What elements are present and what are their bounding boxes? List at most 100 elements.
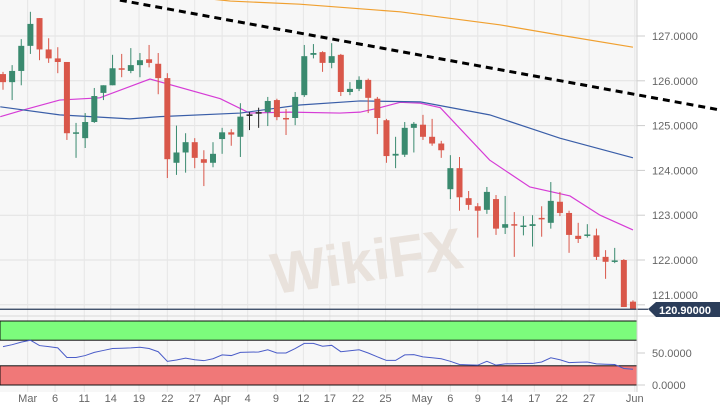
candle-body (246, 114, 253, 116)
candle (356, 76, 363, 92)
candle (91, 87, 98, 123)
last-price-label: 120.90000 (659, 305, 711, 317)
oversold-band (0, 365, 638, 386)
candle (483, 186, 490, 214)
candle-body (0, 74, 6, 83)
candle (118, 53, 125, 78)
time-tick-label: 19 (133, 393, 145, 405)
candle-body (155, 63, 162, 79)
time-tick-label: 6 (52, 393, 58, 405)
oscillator-panel (0, 315, 720, 386)
candle (283, 109, 290, 136)
candle (200, 150, 207, 187)
candle (73, 122, 80, 158)
candle (584, 224, 591, 238)
time-tick-label: 17 (324, 393, 336, 405)
candle (18, 39, 25, 86)
candle (228, 129, 235, 146)
candle (63, 61, 70, 140)
candle (45, 38, 52, 63)
time-tick-label: 9 (475, 393, 481, 405)
candle-body (9, 70, 16, 83)
candle (365, 78, 372, 114)
candles (0, 11, 636, 310)
time-tick-label: 14 (501, 393, 513, 405)
candle-body (337, 54, 344, 92)
time-tick-label: 27 (189, 393, 201, 405)
candle (337, 53, 344, 97)
candle-body (27, 23, 34, 46)
candle-body (292, 96, 299, 118)
candle (36, 18, 43, 61)
candle (566, 210, 573, 253)
time-tick-label: 25 (379, 393, 391, 405)
candle-body (146, 59, 153, 63)
overbought-band (0, 320, 638, 341)
candle-body (283, 117, 290, 120)
candle (9, 65, 16, 101)
moving-average-line (214, 0, 634, 48)
candle (146, 44, 153, 68)
candle (611, 247, 618, 264)
candle (346, 82, 353, 96)
time-tick-label: 9 (273, 393, 279, 405)
candle-body (36, 18, 43, 50)
candle-body (538, 217, 545, 220)
candle-body (182, 142, 189, 153)
candle-body (365, 79, 372, 98)
candle-body (301, 56, 308, 96)
candle (383, 118, 390, 163)
candle (182, 133, 189, 173)
price-tick-label: 123.0000 (652, 210, 698, 222)
candle (410, 122, 417, 153)
time-tick-label: 4 (245, 393, 251, 405)
candle (474, 203, 481, 238)
candle (602, 250, 609, 279)
candle-body (374, 98, 381, 118)
candle-body (264, 100, 271, 113)
candle (273, 98, 280, 121)
candle-body (483, 191, 490, 210)
candle-body (620, 260, 627, 308)
candle-body (584, 234, 591, 236)
candle (456, 156, 463, 211)
candle-body (529, 224, 536, 226)
candle-body (237, 116, 244, 137)
moving-average-line (0, 100, 634, 159)
candle (0, 71, 6, 90)
candle-body (200, 159, 207, 163)
moving-averages (0, 0, 634, 231)
candle (310, 44, 317, 59)
candle-body (465, 198, 472, 205)
candle-body (273, 100, 280, 118)
candle (547, 182, 554, 229)
candle-body (419, 124, 426, 137)
candle-body (456, 168, 463, 198)
candle (319, 51, 326, 72)
time-tick-label: Jun (626, 393, 644, 405)
candle (82, 113, 89, 148)
moving-average-line (0, 78, 634, 231)
candle (419, 114, 426, 140)
price-tick-label: 124.0000 (652, 165, 698, 177)
candle-body (493, 199, 500, 229)
candle-body (520, 225, 527, 228)
candle-body (228, 132, 235, 135)
candle-body (54, 58, 61, 62)
candle-body (611, 260, 618, 262)
price-tick-label: 125.0000 (652, 121, 698, 133)
candle-body (356, 79, 363, 89)
time-tick-label: 12 (297, 393, 309, 405)
candle (629, 300, 636, 310)
candle-body (328, 56, 335, 63)
candle (392, 136, 399, 169)
candle-body (173, 152, 180, 163)
candle-body (511, 224, 518, 226)
last-price-tag-bg (648, 302, 720, 317)
candle (502, 195, 509, 235)
price-tick-label: 122.0000 (652, 255, 698, 267)
candle-body (566, 212, 573, 235)
candle (264, 96, 271, 127)
candle-body (602, 256, 609, 262)
time-tick-label: Apr (214, 393, 231, 405)
